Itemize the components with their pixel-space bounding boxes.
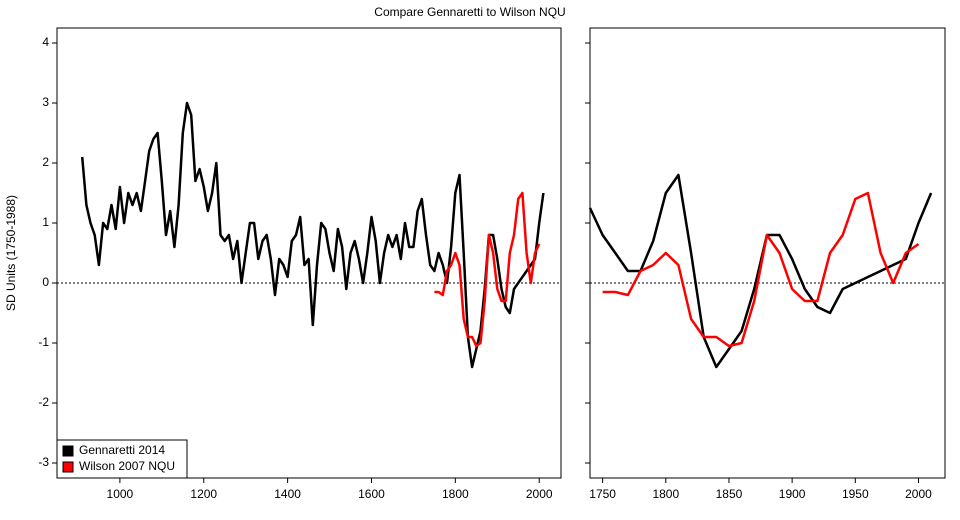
x-tick-label: 1600 xyxy=(358,487,385,501)
series-line xyxy=(434,191,541,348)
y-tick-label: 0 xyxy=(42,275,49,289)
legend-box xyxy=(56,439,188,479)
x-tick-label: 1850 xyxy=(716,487,743,501)
legend-swatch xyxy=(62,461,74,473)
x-tick-label: 1800 xyxy=(652,487,679,501)
y-tick-label: -2 xyxy=(38,395,49,409)
y-axis-label: SD Units (1750-1988) xyxy=(4,195,18,311)
y-tick-label: -1 xyxy=(38,335,49,349)
chart-title: Compare Gennaretti to Wilson NQU xyxy=(374,5,565,19)
plot-frame xyxy=(589,27,946,479)
x-tick-label: 2000 xyxy=(905,487,932,501)
legend-swatch xyxy=(62,445,74,457)
y-tick-label: 4 xyxy=(42,35,49,49)
x-tick-label: 1950 xyxy=(842,487,869,501)
y-tick-label: 1 xyxy=(42,215,49,229)
x-tick-label: 1750 xyxy=(589,487,616,501)
x-tick-label: 1900 xyxy=(779,487,806,501)
plot-frame xyxy=(56,27,562,479)
y-tick-label: 2 xyxy=(42,155,49,169)
y-tick-label: -3 xyxy=(38,455,49,469)
x-tick-label: 1800 xyxy=(442,487,469,501)
x-tick-label: 1200 xyxy=(190,487,217,501)
series-line xyxy=(602,191,920,348)
x-tick-label: 1400 xyxy=(274,487,301,501)
legend-label: Gennaretti 2014 xyxy=(79,443,165,457)
y-tick-label: 3 xyxy=(42,95,49,109)
legend-label: Wilson 2007 NQU xyxy=(79,459,175,473)
x-tick-label: 2000 xyxy=(526,487,553,501)
x-tick-label: 1000 xyxy=(107,487,134,501)
series-line xyxy=(80,101,545,369)
